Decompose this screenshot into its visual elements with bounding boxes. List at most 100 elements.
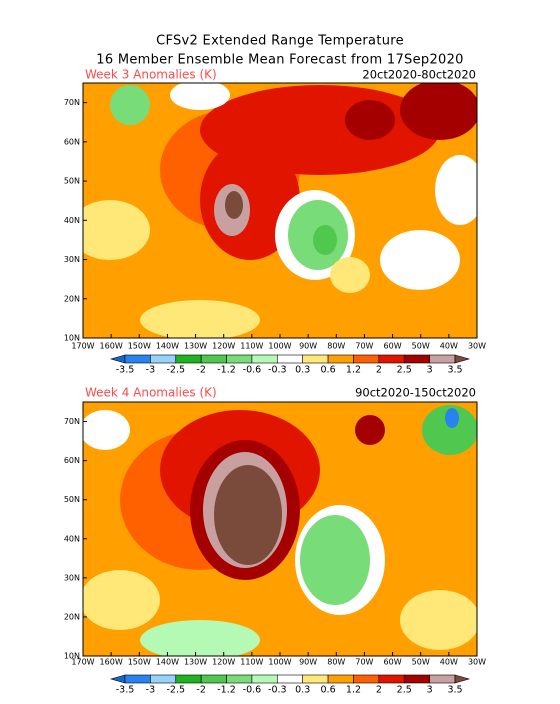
lat-label: 70N [64,417,80,426]
colorbar-box [327,674,354,684]
colorbar-label: -2.5 [166,365,185,376]
lon-label: 160W [100,658,123,667]
colorbar-label: 3 [427,685,433,696]
colorbar-box [124,674,151,684]
colorbar-arrow [454,674,471,684]
colorbar-label: -3 [146,685,155,696]
lon-label: 80W [327,342,345,351]
colorbar-label: -2 [196,365,205,376]
lon-label: 100W [268,658,291,667]
lat-label: 60N [64,137,80,146]
lon-label: 50W [412,342,430,351]
colorbar-label: 3.5 [447,685,462,696]
colorbar-label: -1.2 [217,365,236,376]
title-line: 16 Member Ensemble Mean Forecast from 17… [96,53,463,68]
lat-label: 50N [64,177,80,186]
lon-label: 130W [184,658,207,667]
colorbar-label: 2 [376,365,382,376]
colorbar-box [302,674,329,684]
colorbar-label: -0.3 [268,365,287,376]
colorbar-label: -2 [196,685,205,696]
colorbar-label: -0.6 [243,365,262,376]
lat-label: 30N [64,573,80,582]
lon-label: 110W [240,658,263,667]
lat-label: 20N [64,294,80,303]
colorbar-label: -0.6 [243,685,262,696]
colorbar-box [175,674,202,684]
lat-label: 40N [64,216,80,225]
map-week4 [83,402,477,656]
colorbar-arrow [454,354,471,364]
lon-label: 70W [355,658,373,667]
colorbar-label: 2.5 [397,685,412,696]
panel-label: Week 3 Anomalies (K) [85,68,217,82]
colorbar-label: 2.5 [397,365,412,376]
lat-label: 30N [64,255,80,264]
colorbar-arrow [109,674,126,684]
lon-label: 160W [100,342,123,351]
colorbar-box [226,354,253,364]
colorbar-label: 3.5 [447,365,462,376]
colorbar-box [175,354,202,364]
colorbar-box [150,354,177,364]
colorbar-box [251,674,278,684]
lon-label: 150W [128,658,151,667]
colorbar-box [429,674,456,684]
colorbar-box [277,354,303,364]
colorbar-box [429,354,456,364]
colorbar-label: -3.5 [116,365,135,376]
date-range: 90ct2020-150ct2020 [355,386,476,400]
lat-label: 40N [64,534,80,543]
colorbar-label: 0.3 [295,685,310,696]
colorbar-label: -2.5 [166,685,185,696]
lon-label: 150W [128,342,151,351]
colorbar-box [302,354,329,364]
lat-label: 50N [64,495,80,504]
lon-label: 60W [384,658,402,667]
lat-label: 70N [64,98,80,107]
colorbar-box [378,354,405,364]
panel-label: Week 4 Anomalies (K) [85,386,217,400]
colorbar-label: 1.2 [346,365,361,376]
lon-label: 70W [355,342,373,351]
colorbar-box [150,674,177,684]
lon-label: 140W [156,342,179,351]
lon-label: 50W [412,658,430,667]
colorbar-box [277,674,303,684]
colorbar-box [200,674,227,684]
lon-label: 40W [440,342,458,351]
lat-label: 10N [64,334,80,343]
colorbar-label: 3 [427,365,433,376]
colorbar-box [327,354,354,364]
colorbar-box [200,354,227,364]
colorbar-label: -3 [146,365,155,376]
lon-label: 30W [468,658,486,667]
lon-label: 170W [71,658,94,667]
date-range: 20ct2020-80ct2020 [362,68,476,82]
colorbar-label: 2 [376,685,382,696]
lon-label: 140W [156,658,179,667]
colorbar-label: 1.2 [346,685,361,696]
colorbar-box [378,674,405,684]
lat-label: 20N [64,612,80,621]
colorbar-box [403,354,430,364]
map-week3 [83,83,477,338]
lat-label: 10N [64,652,80,661]
colorbar-label: 0.6 [321,365,336,376]
colorbar-box [226,674,253,684]
lon-label: 90W [299,658,317,667]
lon-label: 120W [212,658,235,667]
lon-label: 120W [212,342,235,351]
lat-label: 60N [64,456,80,465]
lon-label: 170W [71,342,94,351]
lon-label: 30W [468,342,486,351]
colorbar-box [251,354,278,364]
lon-label: 40W [440,658,458,667]
colorbar-box [353,674,380,684]
title-line: CFSv2 Extended Range Temperature [156,34,404,49]
colorbar-label: 0.6 [321,685,336,696]
lon-label: 110W [240,342,263,351]
colorbar-label: 0.3 [295,365,310,376]
colorbar-label: -1.2 [217,685,236,696]
